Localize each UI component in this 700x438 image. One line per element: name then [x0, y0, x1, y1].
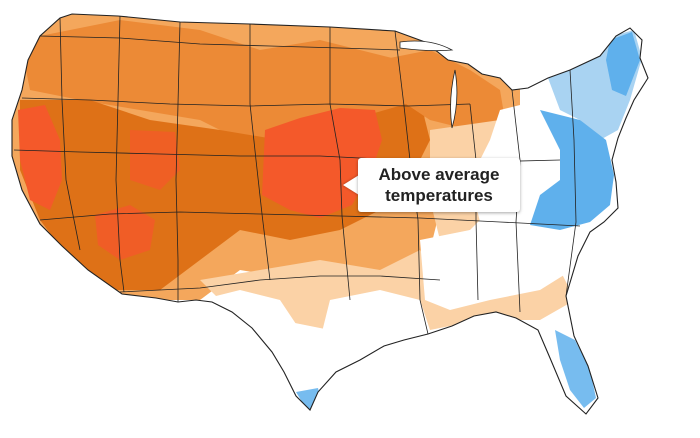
- border-mountain-west: [115, 15, 125, 293]
- callout-line-2: temperatures: [385, 186, 493, 205]
- lake-superior: [399, 40, 454, 52]
- near-normal-southeast: [420, 230, 572, 310]
- state-borders: [11, 13, 649, 415]
- border-north-tier: [39, 35, 401, 51]
- above-region-great-lakes: [380, 50, 505, 130]
- border-pacific: [59, 17, 81, 251]
- border-high-plains: [249, 24, 271, 281]
- border-south: [119, 275, 441, 293]
- callout-line-1: Above average: [378, 165, 500, 184]
- border-atlantic: [565, 69, 577, 297]
- extreme-region-utah: [130, 130, 180, 190]
- near-normal-texas: [200, 290, 300, 360]
- extreme-region-southwest: [95, 205, 155, 260]
- callout-pointer: [343, 175, 359, 195]
- extreme-region-california: [18, 105, 62, 210]
- below-region-appalachia: [530, 110, 614, 230]
- border-south-central: [39, 211, 581, 227]
- near-normal-gulf: [320, 290, 430, 352]
- below-region-new-england: [606, 32, 640, 96]
- lake-michigan: [450, 69, 458, 129]
- callout-above-average: Above average temperatures: [358, 158, 520, 212]
- below-region-florida: [555, 330, 596, 408]
- border-plains: [329, 27, 351, 301]
- border-mountain: [175, 21, 181, 302]
